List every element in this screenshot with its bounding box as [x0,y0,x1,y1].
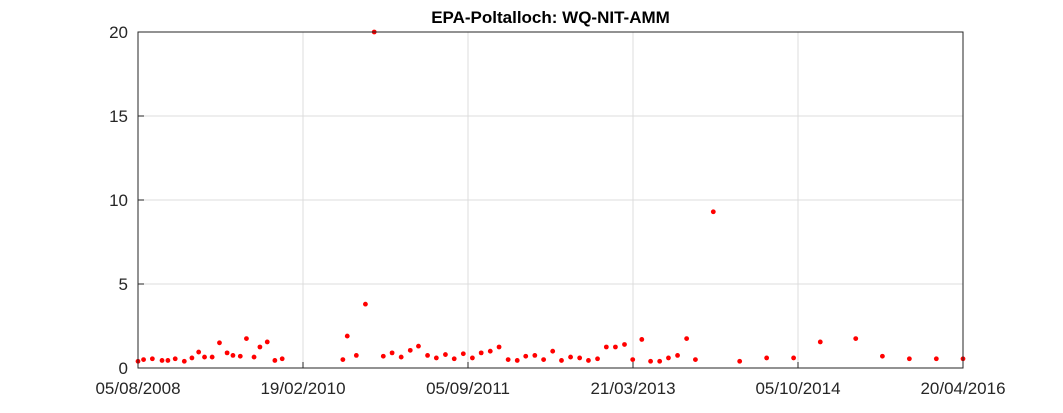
data-point [764,355,770,361]
data-point [251,354,257,360]
data-point [469,355,475,361]
data-point [244,336,249,341]
data-point [568,354,573,360]
data-point [272,358,278,363]
data-point [398,354,404,360]
data-point [541,357,547,362]
data-point [189,355,195,361]
y-tick-label: 0 [119,359,128,378]
data-point [478,350,484,356]
data-point [791,355,797,361]
data-point [389,350,395,356]
data-point [451,356,457,362]
data-point [149,356,155,362]
x-axis: 05/08/2008 19/02/2010 05/09/2011 21/03/2013… [95,362,1006,398]
data-point [817,339,823,345]
data-point [496,344,502,350]
data-point [217,340,222,346]
data-point [532,353,538,358]
data-point [550,348,556,354]
data-point [209,354,215,360]
data-point [407,347,413,353]
data-point [344,333,350,339]
data-point [514,358,520,363]
data-point [230,353,236,358]
data-points [135,29,966,364]
y-tick-label: 5 [119,275,128,294]
x-tick-label: 21/03/2013 [590,379,675,398]
data-point [639,337,645,342]
data-point [648,358,653,364]
data-point [595,356,600,362]
data-point [380,353,386,359]
y-tick-label: 15 [109,107,128,126]
data-point [505,357,511,362]
data-point [613,344,618,350]
x-tick-label: 05/08/2008 [95,379,180,398]
data-point [737,358,743,364]
y-axis: 0 5 10 15 20 [109,23,144,378]
data-point [684,336,690,341]
data-point [181,358,187,364]
data-point [559,358,564,363]
data-point [577,355,583,361]
data-point [460,351,466,357]
data-point [443,352,448,357]
data-point [159,358,165,363]
data-point [523,353,529,359]
data-point [906,356,912,362]
x-tick-label: 20/04/2016 [920,379,1005,398]
data-point [666,355,671,361]
data-point [710,209,716,215]
data-point [141,357,146,362]
data-point [363,301,368,307]
data-point [853,336,859,341]
data-point [416,343,421,349]
data-point [433,355,439,361]
data-point [237,353,243,359]
data-point [165,358,171,363]
data-point [693,357,698,362]
data-point [630,357,636,362]
data-point [202,354,207,360]
data-point [172,356,178,362]
data-point [603,344,609,350]
x-tick-label: 05/10/2014 [755,379,840,398]
x-tick-label: 05/09/2011 [426,379,510,398]
data-point [257,344,263,350]
data-point [933,356,939,362]
data-point [340,357,346,362]
data-point [586,358,591,363]
data-point [487,348,493,354]
data-point [264,339,270,345]
data-point [657,358,663,364]
data-point [353,353,359,358]
grid [138,32,963,368]
data-point [675,353,680,358]
y-tick-label: 20 [109,23,128,42]
data-point [196,349,202,355]
y-tick-label: 10 [109,191,128,210]
data-point [224,350,230,356]
data-point [425,353,430,358]
data-point [622,342,627,347]
chart-title: EPA-Poltalloch: WQ-NIT-AMM [431,8,670,27]
data-point [880,353,885,359]
x-tick-label: 19/02/2010 [260,379,345,398]
data-point [279,356,285,362]
